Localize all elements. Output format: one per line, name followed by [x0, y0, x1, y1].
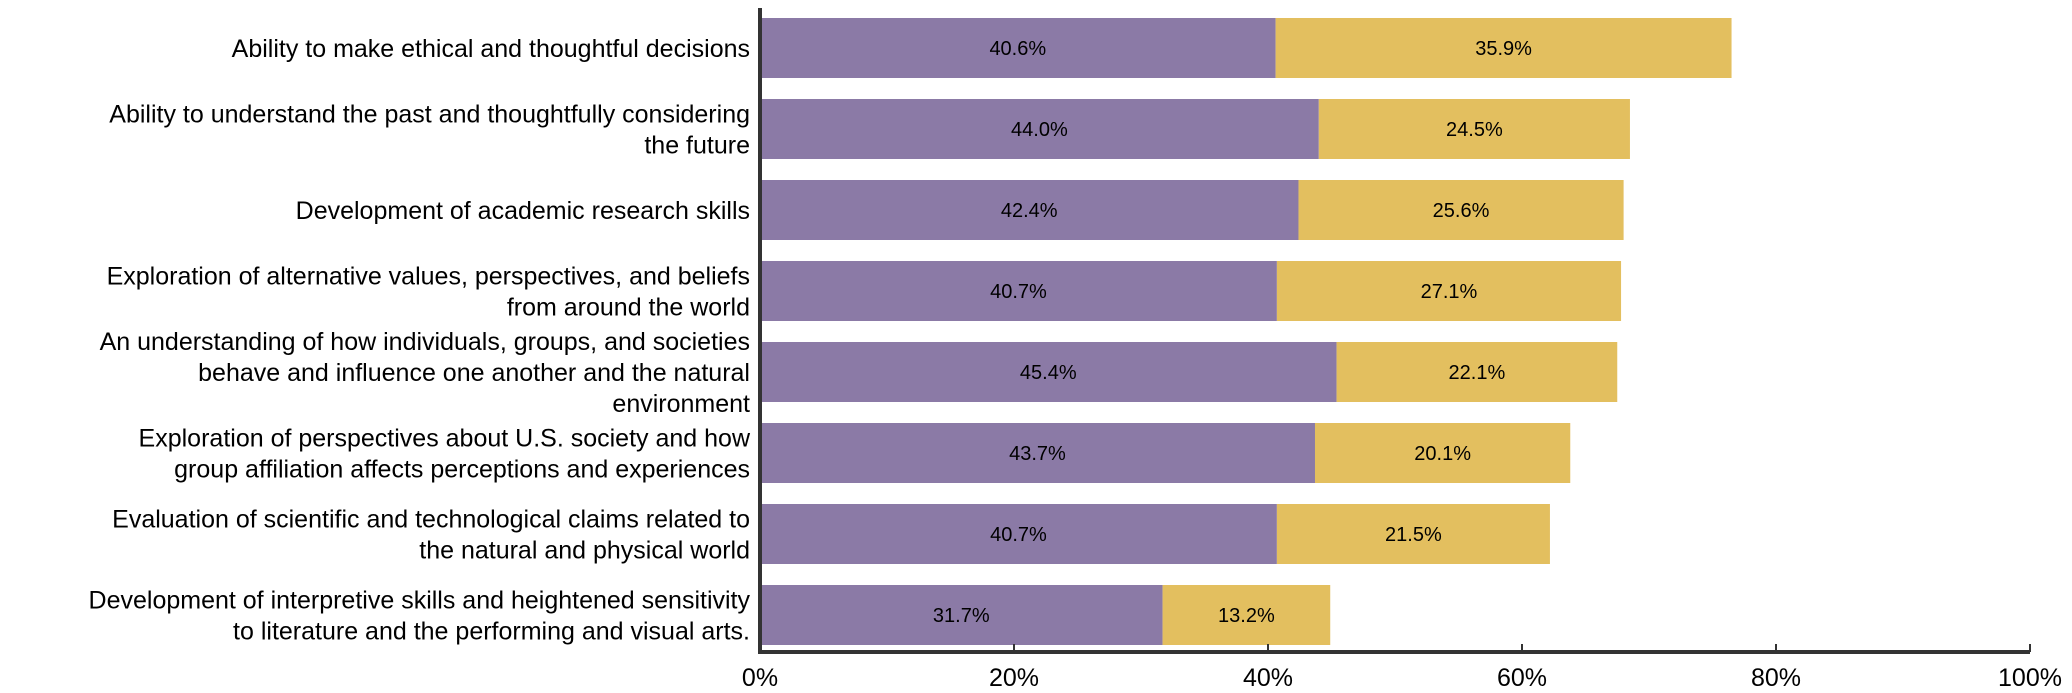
data-label-1-row-4: 40.7%	[990, 281, 1047, 303]
data-label-1-row-7: 40.7%	[990, 524, 1047, 546]
bar-segment-2-row-2	[1318, 99, 1630, 159]
data-label-1-row-5: 45.4%	[1020, 362, 1077, 384]
data-label-2-row-7: 21.5%	[1385, 524, 1442, 546]
category-label-line: to literature and the performing and vis…	[233, 618, 750, 646]
data-label-2-row-8: 13.2%	[1218, 605, 1275, 627]
data-label-2-row-2: 24.5%	[1446, 119, 1503, 141]
x-tick-label: 80%	[1751, 664, 1801, 692]
x-tick-label: 60%	[1497, 664, 1547, 692]
bar-segment-2-row-6	[1314, 423, 1571, 483]
category-label-line: the natural and physical world	[419, 537, 750, 565]
category-label-line: An understanding of how individuals, gro…	[100, 328, 750, 356]
category-label-line: the future	[644, 132, 750, 160]
data-label-2-row-1: 35.9%	[1475, 38, 1532, 60]
category-label-8: Development of interpretive skills and h…	[89, 587, 751, 646]
bar-segment-1-row-1	[760, 18, 1276, 78]
bar-segment-1-row-5	[760, 342, 1337, 402]
axes-group: 0% 20% 40% 60% 80% 100%	[742, 8, 2062, 692]
data-labels-group: 40.6% 35.9% 44.0% 24.5% 42.4% 25.6% 40.7% 27.1%…	[933, 38, 1532, 627]
category-label-line: group affiliation affects perceptions an…	[174, 456, 750, 484]
bar-segment-2-row-5	[1336, 342, 1618, 402]
category-label-line: Ability to make ethical and thoughtful d…	[232, 35, 750, 63]
category-label-7: Evaluation of scientific and technologic…	[112, 506, 750, 565]
category-label-1: Ability to make ethical and thoughtful d…	[232, 35, 750, 63]
bar-segment-1-row-4	[760, 261, 1277, 321]
bar-segment-1-row-8	[760, 585, 1163, 645]
data-label-1-row-6: 43.7%	[1009, 443, 1066, 465]
category-label-line: from around the world	[507, 294, 750, 322]
data-label-2-row-4: 27.1%	[1421, 281, 1478, 303]
category-label-2: Ability to understand the past and thoug…	[109, 101, 750, 160]
data-label-1-row-1: 40.6%	[989, 38, 1046, 60]
bar-segment-2-row-1	[1275, 18, 1732, 78]
bar-segment-1-row-2	[760, 99, 1319, 159]
category-label-line: behave and influence one another and the…	[198, 359, 750, 387]
category-labels-group: Ability to make ethical and thoughtful d…	[89, 35, 751, 646]
category-label-line: Development of interpretive skills and h…	[89, 587, 751, 615]
x-tick-label: 20%	[989, 664, 1039, 692]
category-label-line: environment	[612, 390, 750, 418]
category-label-line: Ability to understand the past and thoug…	[109, 101, 750, 129]
category-label-line: Exploration of perspectives about U.S. s…	[139, 425, 751, 453]
x-tick-label: 100%	[1998, 664, 2062, 692]
data-label-2-row-3: 25.6%	[1433, 200, 1490, 222]
category-label-line: Exploration of alternative values, persp…	[107, 263, 750, 291]
data-label-1-row-2: 44.0%	[1011, 119, 1068, 141]
category-label-6: Exploration of perspectives about U.S. s…	[139, 425, 751, 484]
x-tick-label: 40%	[1243, 664, 1293, 692]
bar-segment-2-row-3	[1298, 180, 1624, 240]
category-label-5: An understanding of how individuals, gro…	[100, 328, 750, 418]
bar-segment-2-row-4	[1276, 261, 1622, 321]
data-label-2-row-6: 20.1%	[1414, 443, 1471, 465]
bar-segment-1-row-6	[760, 423, 1315, 483]
data-label-1-row-3: 42.4%	[1001, 200, 1058, 222]
bar-segment-2-row-8	[1162, 585, 1331, 645]
category-label-3: Development of academic research skills	[296, 197, 750, 225]
category-label-line: Evaluation of scientific and technologic…	[112, 506, 750, 534]
bar-segment-2-row-7	[1276, 504, 1550, 564]
x-tick-label: 0%	[742, 664, 778, 692]
bars-group	[760, 18, 1732, 645]
data-label-2-row-5: 22.1%	[1449, 362, 1506, 384]
bar-segment-1-row-3	[760, 180, 1299, 240]
data-label-1-row-8: 31.7%	[933, 605, 990, 627]
bar-segment-1-row-7	[760, 504, 1277, 564]
category-label-line: Development of academic research skills	[296, 197, 750, 225]
category-label-4: Exploration of alternative values, persp…	[107, 263, 750, 322]
